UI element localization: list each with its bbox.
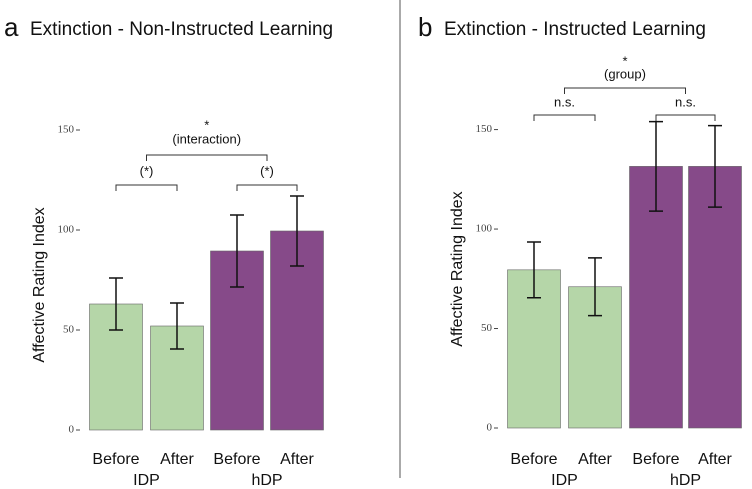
x-tick-label: Before (510, 451, 557, 468)
error-bar (170, 302, 184, 350)
significance-bracket (564, 87, 686, 94)
significance-label: * (204, 117, 209, 132)
group-label: IDP (551, 472, 578, 489)
x-tick-label: Before (213, 451, 260, 468)
y-tick-label: 0 (69, 424, 75, 436)
group-label: IDP (133, 472, 160, 489)
error-bar (708, 124, 722, 208)
y-tick-label: 50 (481, 322, 493, 334)
error-bar (230, 214, 244, 288)
significance-label: n.s. (554, 94, 575, 109)
x-tick-label: After (578, 451, 612, 468)
x-tick-label: After (160, 451, 194, 468)
x-tick-label: Before (92, 451, 139, 468)
significance-bracket (146, 154, 268, 161)
error-bar (588, 257, 602, 317)
significance-bracket (655, 114, 716, 121)
significance-label: * (622, 53, 627, 68)
significance-bracket (115, 184, 178, 191)
panel-letter: b (418, 12, 432, 42)
panel-letter: a (4, 12, 19, 42)
group-label: hDP (251, 472, 282, 489)
y-tick-label: 100 (476, 223, 493, 235)
error-bar (527, 241, 541, 299)
x-tick-label: After (280, 451, 314, 468)
significance-label: n.s. (675, 94, 696, 109)
significance-label: (group) (604, 66, 646, 81)
y-axis-title: Affective Rating Index (449, 191, 466, 346)
significance-label: (*) (140, 163, 154, 178)
error-bar (649, 120, 663, 212)
group-label: hDP (670, 472, 701, 489)
y-tick-label: 150 (476, 123, 493, 135)
chart-title: Extinction - Instructed Learning (444, 19, 706, 40)
y-tick-label: 100 (58, 224, 75, 236)
significance-bracket (533, 114, 596, 121)
y-tick-label: 50 (63, 324, 75, 336)
error-bar (109, 277, 123, 331)
y-tick-label: 0 (487, 422, 493, 434)
error-bar (290, 195, 304, 267)
significance-bracket (236, 184, 298, 191)
y-axis-title: Affective Rating Index (31, 207, 48, 362)
significance-label: (interaction) (172, 131, 241, 146)
chart-title: Extinction - Non-Instructed Learning (30, 19, 333, 40)
y-tick-label: 150 (58, 124, 75, 136)
x-tick-label: Before (632, 451, 679, 468)
x-tick-label: After (698, 451, 732, 468)
significance-label: (*) (260, 163, 274, 178)
